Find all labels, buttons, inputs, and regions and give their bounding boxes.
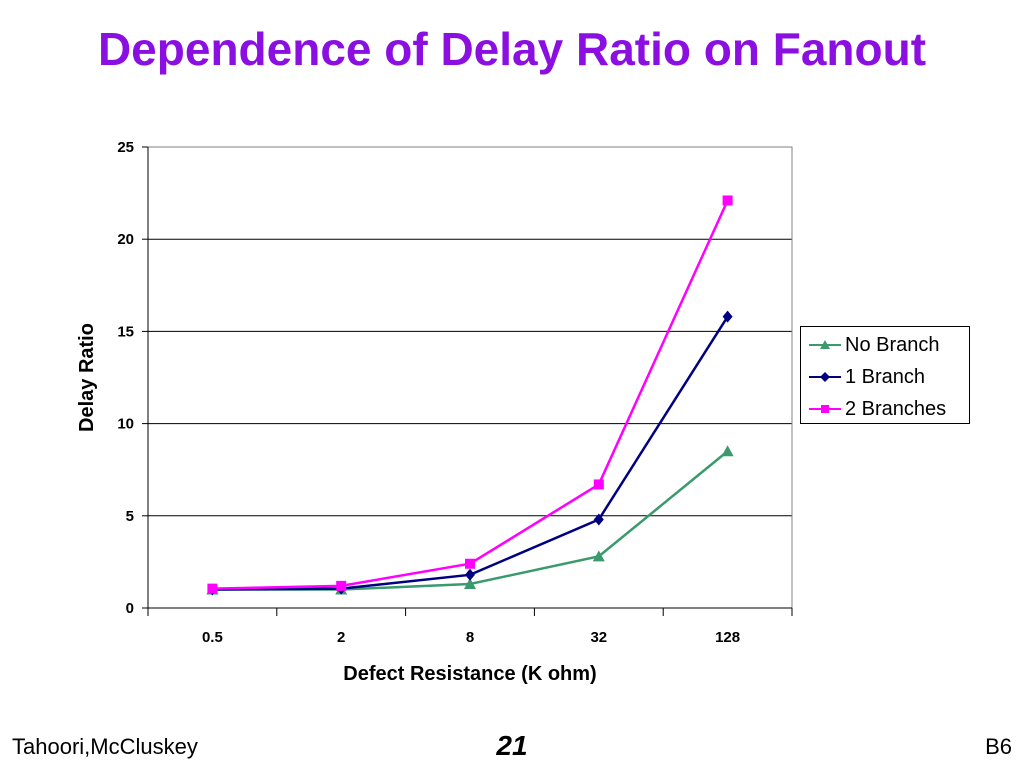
data-point-diamond — [722, 310, 733, 323]
legend-triangle-marker-icon — [809, 340, 841, 349]
page-number: 21 — [496, 730, 528, 761]
x-tick-label: 8 — [466, 629, 474, 646]
x-tick-label: 32 — [590, 629, 607, 646]
y-tick-label: 0 — [126, 600, 134, 617]
x-axis-label: Defect Resistance (K ohm) — [343, 663, 596, 685]
legend-diamond-marker-icon — [809, 372, 841, 382]
legend-item-1-branch: 1 Branch — [809, 365, 925, 389]
data-point-square — [207, 583, 218, 594]
series-line — [212, 199, 729, 590]
series-2-branches — [207, 195, 733, 594]
legend-label: No Branch — [845, 333, 940, 356]
data-point-square — [593, 479, 604, 490]
data-point-triangle — [721, 445, 734, 457]
legend-square-marker-icon — [809, 405, 841, 413]
y-tick-label: 5 — [126, 508, 134, 525]
y-tick-label: 20 — [117, 231, 134, 248]
y-tick-label: 25 — [117, 139, 134, 156]
x-tick-label: 0.5 — [202, 629, 223, 646]
series-1-branch — [207, 310, 733, 596]
x-tick-label: 2 — [337, 629, 345, 646]
data-point-diamond — [465, 568, 475, 581]
legend-item-2-branches: 2 Branches — [809, 397, 946, 421]
legend-label: 2 Branches — [845, 397, 947, 420]
footer-authors: Tahoori,McCluskey — [12, 734, 198, 759]
data-point-square — [465, 558, 475, 569]
chart-legend: No Branch 1 Branch 2 Branches — [800, 326, 970, 424]
plot-area — [147, 146, 793, 609]
x-tick-label: 128 — [715, 629, 740, 646]
legend-item-no-branch: No Branch — [809, 333, 940, 357]
slide-title: Dependence of Delay Ratio on Fanout — [97, 23, 927, 75]
data-point-diamond — [593, 513, 604, 526]
legend-label: 1 Branch — [845, 365, 926, 388]
y-axis-label: Delay Ratio — [76, 323, 98, 432]
data-point-triangle — [464, 578, 476, 590]
slide-code: B6 — [985, 734, 1012, 759]
series-line — [212, 315, 729, 591]
data-point-triangle — [592, 550, 605, 562]
axes: 0 5 10 15 20 25 0.5 2 8 32 128 — [117, 139, 793, 646]
series-lines — [206, 195, 734, 596]
gridlines — [148, 146, 792, 517]
y-tick-label: 10 — [117, 416, 134, 433]
y-tick-label: 15 — [117, 323, 134, 340]
data-point-square — [336, 580, 347, 591]
data-point-square — [722, 195, 733, 206]
